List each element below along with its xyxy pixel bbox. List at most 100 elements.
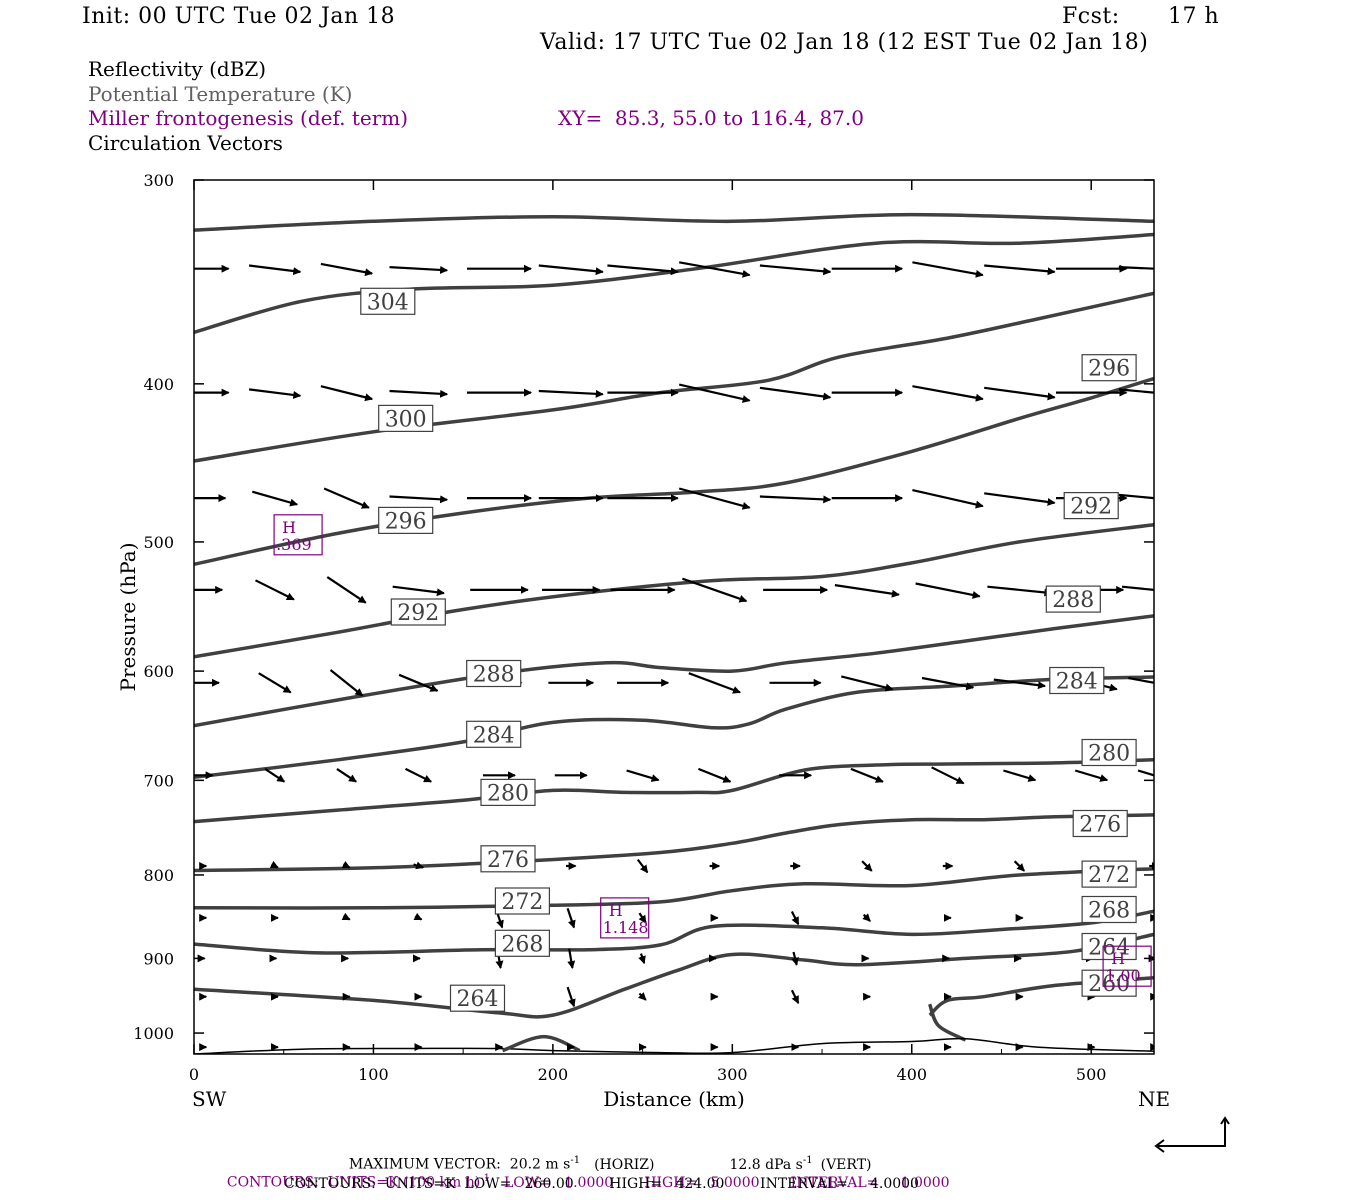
circulation-vector (638, 953, 646, 965)
theta-contour-label: 296 (385, 509, 427, 534)
circulation-vector (759, 264, 832, 276)
frontogenesis-max-label: H (1111, 949, 1125, 968)
theta-contour-label-box (378, 404, 434, 432)
circulation-vector (638, 992, 647, 1001)
theta-contour-label: 276 (487, 848, 529, 873)
frontogenesis-max-value: 1.148 (603, 918, 649, 937)
circulation-vector (912, 489, 984, 509)
return-arrow-icon (1154, 1116, 1230, 1153)
y-axis-label: Pressure (hPa) (116, 543, 140, 692)
circulation-vector (323, 487, 370, 509)
contours-fronto-range: LOW= 1.0000 HIGH= 5.0000 INTERVAL= 1.000… (503, 1174, 950, 1191)
max-vector-horiz-value: MAXIMUM VECTOR: 20.2 m s (348, 1156, 571, 1173)
x-tick-label: 500 (1076, 1065, 1107, 1084)
circulation-vector (538, 264, 604, 276)
max-vector-vert-value: 12.8 dPa s (729, 1156, 803, 1173)
circulation-vector (678, 383, 751, 403)
frontogenesis-max-value: 1.00 (1105, 966, 1141, 985)
x-tick-label: 0 (189, 1065, 199, 1084)
theta-contour-264 (194, 932, 1154, 1019)
circulation-vector (984, 264, 1056, 276)
theta-contour-label-box (1081, 354, 1137, 382)
circulation-vector (1137, 769, 1154, 777)
theta-contour-label-box (1049, 666, 1105, 695)
circulation-vector (255, 579, 295, 601)
circulation-vector (607, 264, 679, 276)
frontogenesis-max-value: .369 (276, 535, 312, 554)
plot-frame (193, 179, 1155, 1055)
circulation-vector (320, 262, 374, 277)
theta-contour-label-box (1081, 738, 1137, 767)
theta-contour-label: 264 (1088, 936, 1130, 961)
theta-contour-label-box (1063, 492, 1119, 520)
circulation-vector (538, 389, 604, 398)
circulation-vector (389, 265, 449, 274)
legend-frontogenesis: Miller frontogenesis (def. term) (88, 106, 409, 130)
circulation-vector (984, 492, 1056, 506)
max-vector-vert-exponent: -1 (802, 1155, 813, 1166)
y-tick-label: 500 (143, 533, 174, 552)
theta-contour-label-box (480, 778, 536, 807)
theta-contour-260-segment (928, 1003, 967, 1042)
theta-contour-label-box (390, 598, 446, 626)
circulation-vector (264, 767, 286, 783)
circulation-vector (688, 672, 741, 694)
circulation-vector (912, 261, 984, 278)
theta-contour-288 (194, 614, 1154, 728)
frontogenesis-max-box (1102, 945, 1152, 987)
theta-contour-label: 268 (501, 932, 543, 957)
circulation-vector (258, 672, 292, 694)
y-tick-label: 800 (143, 866, 174, 885)
legend-circulation-vectors: Circulation Vectors (88, 131, 283, 155)
circulation-vector (389, 389, 449, 398)
circulation-vector (638, 912, 647, 924)
theta-contour-304 (194, 232, 1154, 335)
y-tick-label: 700 (143, 771, 174, 790)
circulation-vector (790, 989, 800, 1004)
circulation-vector (626, 769, 660, 782)
y-tick-label: 600 (143, 662, 174, 681)
endpoint-left-label: SW (192, 1087, 227, 1111)
forecast-hour-value: 17 h (1168, 4, 1220, 29)
cross-section-xy: XY= 85.3, 55.0 to 116.4, 87.0 (558, 106, 864, 130)
circulation-vector (389, 495, 449, 504)
x-axis-label: Distance (km) (603, 1087, 745, 1111)
circulation-vector (993, 678, 1046, 690)
circulation-vector (1121, 585, 1154, 592)
theta-contour-label: 296 (1088, 357, 1130, 382)
max-vector-horiz-exponent: -1 (570, 1155, 581, 1166)
theta-contour-276 (194, 813, 1154, 873)
legend-potential-temperature: Potential Temperature (K) (88, 82, 353, 106)
circulation-vector (679, 261, 751, 278)
theta-contour-280 (194, 758, 1154, 824)
frontogenesis-max-box (273, 514, 323, 556)
circulation-vector (862, 913, 871, 922)
theta-contour-label-box (1081, 860, 1137, 888)
circulation-vector (341, 912, 351, 921)
frontogenesis-max-label: H (282, 518, 296, 537)
footer-contours-theta: CONTOURS: UNITS=K LOW= 260.00 HIGH= 424.… (284, 1176, 919, 1192)
theta-contour-label: 304 (367, 290, 409, 315)
circulation-vector (341, 860, 351, 869)
x-tick-label: 300 (717, 1065, 748, 1084)
circulation-vector (921, 676, 975, 691)
circulation-vector (398, 673, 439, 692)
theta-contour-label-box (378, 506, 434, 534)
theta-contour-label: 288 (473, 663, 515, 688)
circulation-vector (329, 669, 364, 697)
circulation-vector (841, 675, 894, 692)
circulation-vector (912, 385, 984, 402)
circulation-vector (1074, 769, 1109, 782)
theta-contour-label-box (466, 659, 522, 688)
legend-reflectivity: Reflectivity (dBZ) (88, 57, 267, 81)
circulation-vector (759, 386, 832, 401)
circulation-vector (248, 388, 302, 399)
circulation-vector (861, 860, 873, 872)
init-time: Init: 00 UTC Tue 02 Jan 18 (82, 4, 396, 29)
circulation-vector (567, 948, 576, 969)
circulation-vector (336, 767, 357, 783)
theta-contour-label-box (1045, 585, 1101, 613)
theta-contour-label: 264 (457, 987, 499, 1012)
circulation-vector (320, 385, 374, 402)
theta-contour-300 (194, 291, 1154, 463)
